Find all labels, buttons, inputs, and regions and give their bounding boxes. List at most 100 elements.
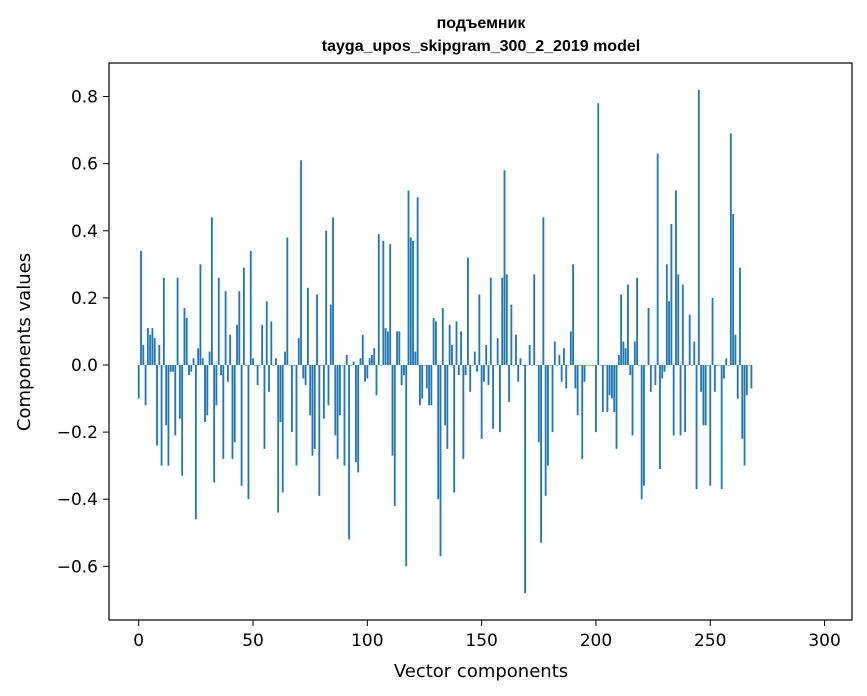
bar	[464, 364, 467, 376]
bar	[380, 364, 382, 366]
bar	[579, 364, 581, 366]
bar	[492, 364, 494, 429]
bar	[338, 364, 341, 416]
y-tick-label: 0.4	[71, 222, 98, 242]
bar	[412, 240, 414, 365]
bar	[254, 364, 257, 366]
bar	[547, 364, 549, 466]
bar	[576, 364, 579, 416]
bar	[508, 364, 510, 402]
bar	[462, 364, 465, 459]
bar	[144, 364, 147, 406]
bar	[341, 364, 344, 366]
x-tick-label: 250	[694, 631, 726, 651]
bar	[297, 338, 300, 365]
bar	[677, 274, 680, 365]
x-tick-label: 50	[242, 631, 264, 651]
bar	[222, 364, 225, 459]
bar	[190, 364, 193, 372]
bar	[357, 364, 360, 473]
bar	[306, 287, 309, 365]
bar	[537, 364, 540, 443]
bar	[645, 364, 648, 366]
bar	[242, 267, 245, 365]
bar	[590, 364, 593, 366]
bar	[585, 364, 588, 366]
bar	[432, 318, 435, 365]
bar	[569, 331, 572, 365]
plot-frame	[108, 62, 853, 621]
bar	[149, 334, 152, 365]
bar	[640, 364, 643, 500]
bar	[151, 328, 154, 365]
bar	[512, 364, 515, 366]
bar	[581, 364, 584, 459]
bar	[739, 267, 741, 365]
bar	[741, 364, 744, 439]
bar	[279, 364, 282, 423]
bar	[558, 354, 561, 365]
bar	[732, 213, 735, 365]
bar	[572, 264, 574, 365]
bar	[661, 364, 664, 379]
bar	[373, 348, 376, 365]
y-axis-label: Components values	[14, 253, 35, 431]
bar	[702, 364, 705, 426]
bar	[249, 250, 252, 365]
bar	[604, 364, 607, 366]
bar	[165, 364, 168, 426]
bar	[549, 364, 552, 366]
bar	[236, 324, 238, 365]
bar	[460, 331, 462, 365]
bar	[499, 364, 501, 433]
bar	[281, 364, 284, 493]
bar	[615, 364, 618, 449]
y-tick-label: 0.6	[71, 155, 98, 175]
bar	[533, 274, 536, 365]
bar	[725, 358, 728, 365]
bar	[652, 364, 655, 366]
bar	[743, 364, 746, 466]
bar	[480, 364, 483, 439]
bar	[320, 364, 323, 366]
bar	[489, 277, 492, 365]
bar	[736, 364, 739, 399]
bar	[174, 364, 177, 436]
bar	[608, 364, 611, 396]
bar	[526, 364, 529, 366]
bar	[695, 364, 698, 490]
bar	[329, 304, 332, 365]
bar	[636, 277, 639, 365]
bar	[501, 277, 504, 365]
bar	[567, 364, 570, 366]
bar	[707, 364, 709, 366]
y-tick-label: −0.6	[57, 557, 98, 577]
bar	[153, 338, 156, 365]
bar	[663, 364, 666, 372]
bar	[375, 364, 378, 396]
bar	[599, 364, 602, 366]
bar	[414, 351, 417, 365]
bar	[286, 237, 289, 365]
bar	[672, 364, 675, 436]
bar	[377, 234, 380, 365]
bar	[419, 364, 421, 406]
bar	[194, 364, 197, 520]
bar	[643, 364, 645, 486]
bar	[668, 301, 671, 365]
x-tick-label: 150	[465, 631, 497, 651]
bar	[350, 364, 353, 366]
bar	[471, 364, 474, 366]
bar	[156, 364, 158, 446]
bar	[423, 364, 426, 366]
bar	[352, 361, 355, 365]
bar	[382, 240, 385, 365]
bar	[199, 264, 202, 365]
bar	[208, 351, 211, 365]
bar	[160, 364, 163, 466]
bar	[691, 364, 693, 366]
bar	[729, 133, 732, 365]
bar	[290, 364, 293, 433]
bar	[393, 364, 396, 506]
